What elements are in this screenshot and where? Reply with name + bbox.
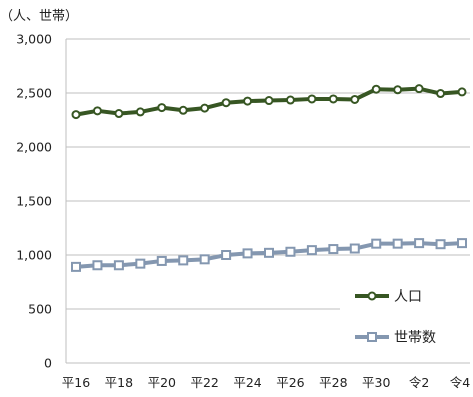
data-point: [242, 248, 253, 259]
data-point: [92, 106, 102, 116]
data-point: [156, 255, 167, 266]
y-tick-label: 500: [28, 302, 52, 317]
x-tick-label: 平18: [105, 375, 133, 390]
x-tick-label: 平20: [148, 375, 176, 390]
data-point: [92, 260, 103, 271]
x-tick-label: 令2: [409, 375, 429, 390]
y-tick-label: 3,000: [16, 32, 52, 47]
series-layer: [71, 84, 467, 272]
y-tick-label: 1,000: [16, 248, 52, 263]
x-tick-labels: 平16 平18 平20 平22 平24 平26 平28 平30 令2 令4: [62, 375, 470, 390]
data-point: [393, 85, 403, 95]
legend-label: 世帯数: [394, 330, 436, 346]
legend-label: 人口: [394, 289, 422, 305]
legend-marker: [367, 291, 377, 301]
x-tick-label: 平22: [190, 375, 218, 390]
data-point: [285, 246, 296, 257]
data-point: [135, 107, 145, 117]
legend-marker: [367, 332, 377, 342]
data-point: [71, 110, 81, 120]
data-point: [135, 258, 146, 269]
y-axis-unit-label: （人、世帯）: [0, 9, 78, 24]
data-point: [328, 94, 338, 104]
data-point: [243, 96, 253, 106]
legend-item-1: 世帯数: [355, 330, 436, 346]
data-point: [306, 245, 317, 256]
data-point: [371, 84, 381, 94]
data-point: [264, 96, 274, 106]
data-point: [371, 238, 382, 249]
data-point: [200, 103, 210, 113]
data-point: [178, 255, 189, 266]
y-tick-label: 1,500: [16, 194, 52, 209]
data-point: [264, 247, 274, 258]
data-point: [435, 239, 446, 250]
y-tick-label: 2,000: [16, 140, 52, 155]
data-point: [114, 109, 124, 119]
x-tick-label: 平28: [319, 375, 347, 390]
data-point: [157, 103, 167, 113]
y-tick-labels: 0 500 1,000 1,500 2,000 2,500 3,000: [16, 32, 52, 371]
series-1: [71, 238, 467, 272]
data-point: [457, 87, 467, 97]
data-point: [457, 238, 467, 249]
data-point: [71, 261, 81, 272]
data-point: [350, 94, 360, 104]
data-point: [178, 105, 188, 115]
data-point: [307, 94, 317, 104]
x-tick-label: 平26: [276, 375, 304, 390]
data-point: [414, 238, 425, 249]
y-tick-label: 0: [44, 356, 52, 371]
data-point: [436, 89, 446, 99]
x-tick-label: 平24: [233, 375, 261, 390]
x-tick-label: 令4: [450, 375, 471, 390]
legend-item-0: 人口: [355, 289, 422, 305]
data-point: [414, 84, 424, 94]
data-point: [392, 238, 403, 249]
data-point: [221, 98, 231, 108]
data-point: [199, 254, 210, 265]
legend-background: [340, 280, 473, 362]
x-tick-label: 平16: [62, 375, 90, 390]
data-point: [113, 260, 124, 271]
series-0: [71, 84, 467, 120]
x-tick-label: 平30: [362, 375, 390, 390]
data-point: [221, 250, 232, 260]
data-point: [349, 243, 360, 254]
y-tick-label: 2,500: [16, 86, 52, 101]
data-point: [328, 244, 339, 255]
data-point: [285, 95, 295, 105]
